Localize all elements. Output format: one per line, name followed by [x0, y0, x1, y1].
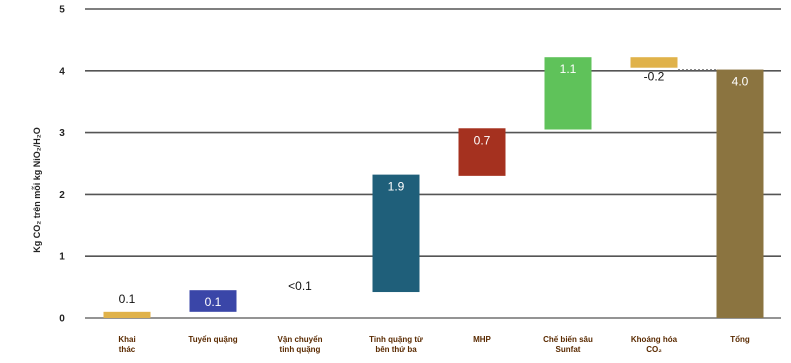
bar: [544, 57, 592, 130]
y-tick-label: 2: [59, 190, 65, 201]
y-tick-label: 4: [59, 66, 65, 77]
category-label: tinh quặng: [280, 345, 321, 354]
bar: [716, 69, 764, 319]
y-axis-label: Kg CO₂ trên mỗi kg NiO₂/H₂O: [32, 127, 42, 253]
y-tick-label: 0: [59, 314, 65, 325]
category-label: Khoáng hóa: [631, 335, 678, 344]
data-label: 0.7: [474, 133, 491, 147]
category-label: MHP: [473, 335, 491, 344]
data-label: 4.0: [732, 75, 749, 89]
data-label: 0.1: [119, 292, 136, 306]
y-tick-label: 3: [59, 128, 65, 139]
data-label: -0.2: [644, 70, 665, 84]
category-label: Khai: [118, 335, 135, 344]
bar: [189, 290, 237, 312]
category-label: Sunfat: [556, 345, 581, 354]
bar: [630, 57, 678, 68]
category-label: Tinh quặng từ: [369, 335, 423, 344]
y-tick-label: 5: [59, 5, 65, 16]
category-label: CO₂: [646, 345, 662, 354]
bar: [103, 311, 151, 318]
category-label: bên thứ ba: [375, 345, 417, 354]
data-label: <0.1: [288, 279, 312, 293]
category-label: thác: [119, 345, 136, 354]
bars: 0.1 0.1 <0.1 1.9 0.7 1.1 -0.2 4.0: [103, 57, 764, 319]
data-label: 1.9: [388, 180, 405, 194]
y-tick-label: 1: [59, 252, 65, 263]
category-label: Vận chuyển: [278, 335, 323, 344]
category-label: Tổng: [730, 335, 750, 344]
y-axis-ticks: 0 1 2 3 4 5: [59, 5, 65, 325]
category-label: Tuyển quặng: [188, 335, 237, 344]
gridlines: [85, 8, 781, 319]
data-label: 1.1: [560, 62, 577, 76]
data-label: 0.1: [205, 295, 222, 309]
bar: [458, 128, 506, 176]
category-label: Chế biến sâu: [543, 335, 593, 344]
bar: [372, 174, 420, 293]
